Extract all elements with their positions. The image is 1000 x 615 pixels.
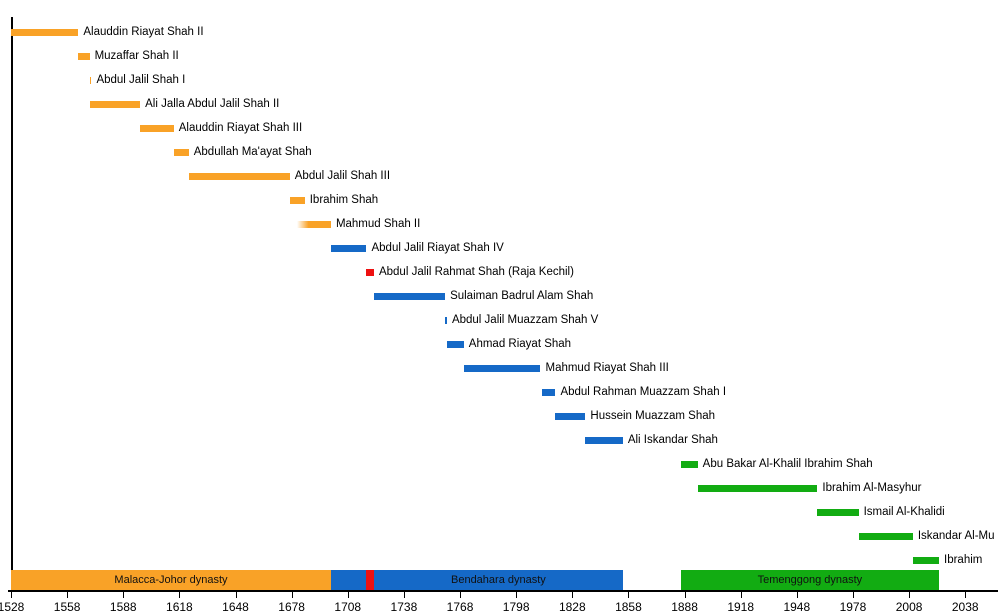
ruler-label: Abdullah Ma'ayat Shah (193, 146, 312, 158)
ruler-label: Sulaiman Badrul Alam Shah (450, 290, 594, 302)
ruler-bar (585, 437, 623, 444)
ruler-label: Abdul Jalil Shah I (96, 74, 186, 86)
axis-tick-label: 1858 (615, 600, 642, 614)
ruler-label: Ibrahim Al-Masyhur (822, 482, 922, 494)
ruler-bar (89, 101, 141, 108)
axis-tick-label: 1768 (446, 600, 474, 614)
ruler-bar (912, 557, 939, 564)
ruler-label: Abu Bakar Al-Khalil Ibrahim Shah (702, 458, 873, 470)
axis-tick-label: 1828 (558, 600, 586, 614)
axis-tick-label: 1708 (334, 600, 362, 614)
axis-tick-label: 1918 (727, 600, 755, 614)
axis-tick (291, 592, 293, 598)
axis-tick (516, 592, 518, 598)
ruler-bar (373, 293, 446, 300)
dynasty-label: Bendahara dynasty (450, 574, 546, 586)
ruler-bar (445, 317, 447, 324)
ruler-label: Abdul Jalil Muazzam Shah V (451, 314, 599, 326)
ruler-label: Ismail Al-Khalidi (863, 506, 945, 518)
ruler-label: Abdul Jalil Shah III (294, 170, 391, 182)
axis-tick-label: 1618 (166, 600, 193, 614)
ruler-label: Abdul Rahman Muazzam Shah I (560, 386, 727, 398)
axis-tick (123, 592, 125, 598)
axis-tick (852, 592, 854, 598)
ruler-bar (542, 389, 556, 396)
ruler-bar (173, 149, 189, 156)
axis-tick (796, 592, 798, 598)
dynasty-segment (680, 570, 939, 590)
dynasty-segment (330, 570, 623, 590)
axis-tick (684, 592, 686, 598)
ruler-bar (330, 245, 367, 252)
ruler-bar (555, 413, 586, 420)
ruler-bar (680, 461, 698, 468)
ruler-bar (463, 365, 541, 372)
axis-tick-label: 1888 (671, 600, 698, 614)
axis-tick-label: 1648 (222, 600, 249, 614)
axis-tick-label: 1678 (278, 600, 305, 614)
ruler-label: Ali Iskandar Shah (627, 434, 718, 446)
ruler-label: Ahmad Riayat Shah (468, 338, 572, 350)
ruler-bar (446, 341, 464, 348)
axis-tick-label: 1528 (0, 600, 25, 614)
ruler-label: Mahmud Riayat Shah III (545, 362, 669, 374)
axis-tick-label: 2008 (895, 600, 923, 614)
axis-tick (740, 592, 742, 598)
dynasty-segment (11, 570, 331, 590)
ruler-label: Mahmud Shah II (335, 218, 421, 230)
ruler-label: Abdul Jalil Riayat Shah IV (371, 242, 504, 254)
ruler-bar (188, 173, 290, 180)
axis-tick (67, 592, 69, 598)
ruler-bar (140, 125, 174, 132)
ruler-bar (858, 533, 913, 540)
ruler-bar (78, 53, 90, 60)
axis-tick-label: 1558 (53, 600, 81, 614)
axis-tick-label: 1948 (783, 600, 811, 614)
axis-tick (179, 592, 181, 598)
ruler-bar (817, 509, 859, 516)
axis-tick (403, 592, 405, 598)
ruler-bar (89, 77, 92, 84)
ruler-bar (289, 197, 305, 204)
ruler-label: Ibrahim Shah (309, 194, 379, 206)
ruler-bar (697, 485, 818, 492)
ruler-bar (297, 221, 331, 228)
axis-tick-label: 1588 (109, 600, 137, 614)
ruler-label: Ali Jalla Abdul Jalil Shah II (145, 98, 280, 110)
ruler-label: Abdul Jalil Rahmat Shah (Raja Kechil) (378, 266, 574, 278)
axis-tick-label: 1978 (839, 600, 867, 614)
x-axis-line (8, 590, 998, 592)
dynasty-overlay-segment (366, 570, 374, 590)
dynasty-label: Malacca-Johor dynasty (114, 574, 228, 586)
axis-tick (909, 592, 911, 598)
ruler-label: Ibrahim (944, 554, 983, 566)
ruler-label: Iskandar Al-Mu (917, 530, 995, 542)
y-axis-line (11, 17, 13, 591)
axis-tick (628, 592, 630, 598)
axis-tick (235, 592, 237, 598)
ruler-bar (11, 29, 79, 36)
axis-tick (572, 592, 574, 598)
ruler-bar (366, 269, 374, 276)
ruler-label: Alauddin Riayat Shah II (83, 26, 204, 38)
dynasty-label: Temenggong dynasty (757, 574, 863, 586)
ruler-label: Muzaffar Shah II (94, 50, 179, 62)
axis-tick-label: 1738 (390, 600, 418, 614)
ruler-label: Alauddin Riayat Shah III (178, 122, 303, 134)
axis-tick (347, 592, 349, 598)
axis-tick-label: 1798 (502, 600, 530, 614)
axis-tick (11, 592, 12, 598)
axis-tick (460, 592, 462, 598)
axis-tick-label: 2038 (951, 600, 979, 614)
ruler-label: Hussein Muazzam Shah (590, 410, 716, 422)
axis-tick (965, 592, 967, 598)
